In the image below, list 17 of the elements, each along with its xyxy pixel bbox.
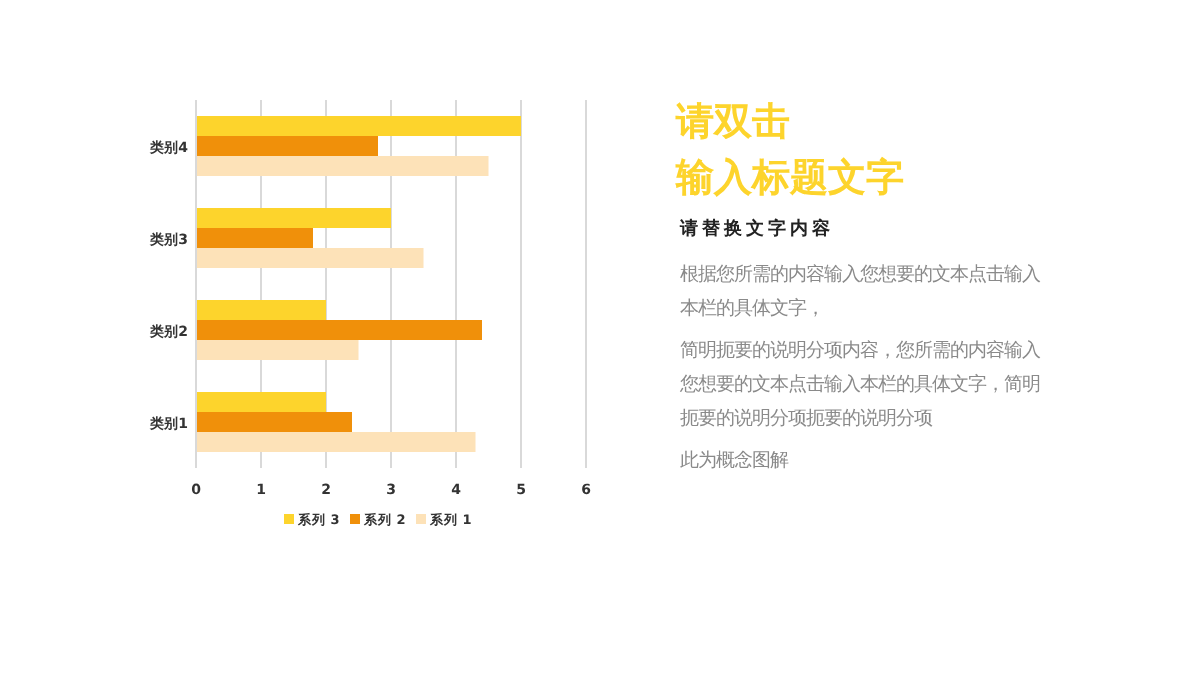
bar (196, 320, 482, 340)
bar (196, 392, 326, 412)
text: 请替换文字内容 (678, 218, 834, 240)
text: 请双击输入标题文字 (674, 100, 904, 200)
bar (196, 412, 352, 432)
bar (196, 248, 424, 268)
bar (196, 340, 359, 360)
bar (196, 300, 326, 320)
text: 此为概念图解 (680, 450, 788, 472)
bar (196, 136, 378, 156)
bar (196, 208, 391, 228)
text: 根据您所需的内容输入您想要的文本点击输入本栏的具体文字， (680, 264, 1040, 320)
bar (196, 116, 521, 136)
text: 简明扼要的说明分项内容，您所需的内容输入您想要的文本点击输入本栏的具体文字，简明扼要的说明分项扼要的说明分项 (678, 340, 1040, 430)
bar (196, 156, 489, 176)
bar (196, 432, 476, 452)
bar (196, 228, 313, 248)
